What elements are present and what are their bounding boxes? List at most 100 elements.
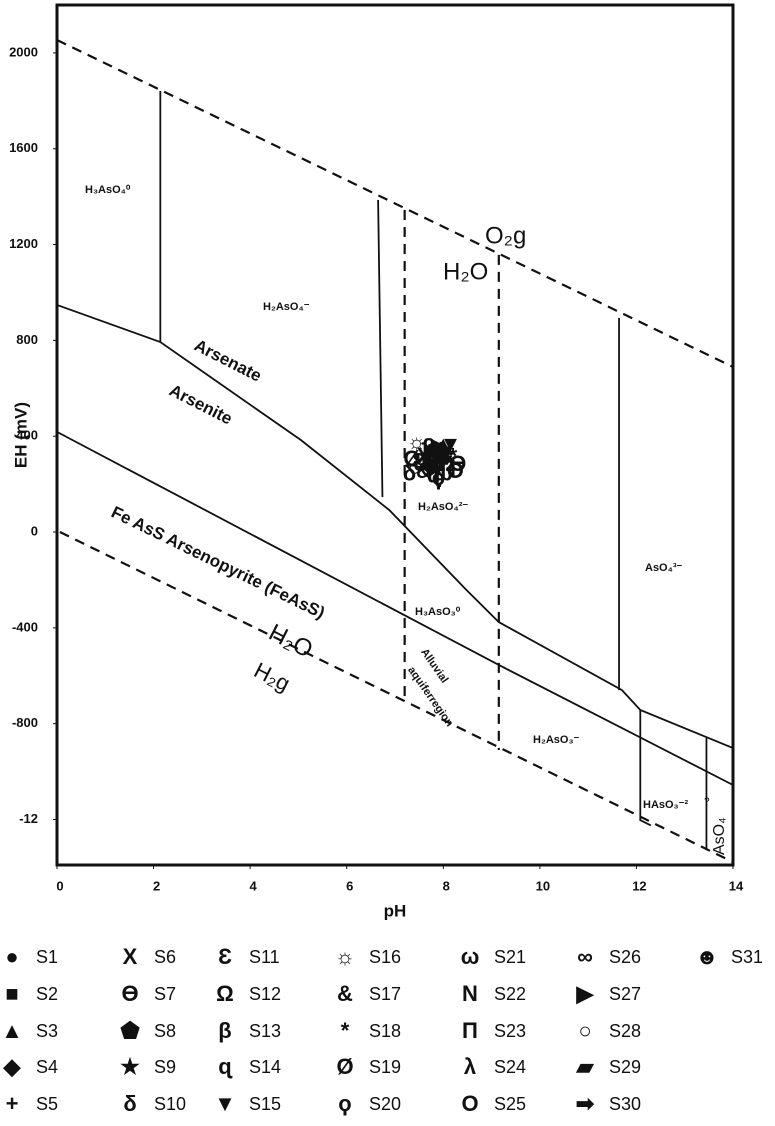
legend-symbol: ☼ [335, 944, 355, 969]
legend-symbol: ϴ [121, 981, 138, 1006]
legend-symbol: & [337, 981, 353, 1006]
legend-symbol: X [123, 944, 138, 969]
y-tick-label: 0 [31, 523, 38, 538]
region-label: H₃AsO₃⁰ [415, 606, 461, 618]
region-label: O₂g [485, 222, 526, 249]
legend-label: S20 [369, 1094, 401, 1114]
data-point: ∞ [414, 453, 430, 478]
legend-label: S26 [609, 947, 641, 967]
data-point: Π [440, 456, 456, 481]
legend-symbol: N [462, 981, 478, 1006]
legend-label: S27 [609, 984, 641, 1004]
y-tick-label: -12 [19, 811, 38, 826]
data-point: ◆ [419, 451, 438, 476]
legend-symbol: Π [462, 1018, 478, 1043]
region-label: H₂AsO₄²⁻ [418, 501, 468, 513]
legend-symbol: λ [464, 1054, 476, 1079]
legend-symbol: O [461, 1091, 478, 1116]
data-point: ɋ [427, 463, 442, 488]
boundary-line [56, 431, 734, 786]
legend-label: S17 [369, 984, 401, 1004]
x-tick-label: 10 [536, 878, 550, 893]
region-label: AsO₄ [711, 817, 728, 855]
legend-symbol: + [6, 1091, 19, 1116]
x-tick-label: 8 [443, 878, 450, 893]
legend-symbol: ● [5, 944, 18, 969]
data-point: ⬟ [430, 439, 451, 464]
region-label: ? [704, 797, 710, 808]
legend-label: S15 [249, 1094, 281, 1114]
region-label: AsO₄³⁻ [645, 562, 683, 574]
x-tick-label: 0 [56, 878, 63, 893]
legend-symbol: ▲ [1, 1018, 23, 1043]
legend-label: S28 [609, 1021, 641, 1041]
x-tick-label: 4 [250, 878, 258, 893]
region-label: H₂AsO₄⁻ [263, 301, 310, 313]
x-tick-label: 6 [346, 878, 353, 893]
y-tick-label: 1200 [9, 236, 38, 251]
data-point: ▰ [434, 446, 453, 471]
data-point: ■ [427, 436, 440, 461]
data-point: δ [403, 460, 416, 485]
legend-symbol: Ø [336, 1054, 353, 1079]
region-label: H₂O [443, 258, 488, 285]
legend-symbol: Ω [216, 981, 234, 1006]
legend-symbol: ➡ [576, 1091, 595, 1116]
legend-label: S29 [609, 1057, 641, 1077]
region-label: H₂O [264, 619, 317, 664]
data-point: ▶ [431, 434, 450, 459]
plot-frame [55, 3, 735, 867]
legend-label: S3 [36, 1021, 58, 1041]
x-tick-label: 2 [153, 878, 160, 893]
data-point: ☼ [407, 429, 427, 454]
legend-symbol: ∞ [577, 944, 593, 969]
boundary-line [59, 531, 734, 864]
data-point: Ω [437, 451, 455, 476]
legend-symbol: ■ [5, 981, 18, 1006]
legend-symbol: ★ [120, 1054, 140, 1079]
data-point: ϴ [449, 451, 466, 476]
data-point: Ɛ [412, 448, 426, 473]
legend-label: S6 [154, 947, 176, 967]
legend-label: S7 [154, 984, 176, 1004]
legend-symbol: ⬟ [119, 1018, 140, 1043]
legend-label: S13 [249, 1021, 281, 1041]
legend-symbol: ϙ [338, 1091, 351, 1116]
legend-label: S25 [494, 1094, 526, 1114]
y-tick-label: 1600 [9, 140, 38, 155]
boundary-line [56, 38, 734, 368]
data-point: ● [432, 446, 445, 471]
data-point: ★ [426, 456, 446, 481]
legend-label: S2 [36, 984, 58, 1004]
data-point: + [442, 441, 455, 466]
legend-label: S8 [154, 1021, 176, 1041]
data-point: ➡ [427, 448, 446, 473]
legend-symbol: δ [123, 1091, 136, 1116]
legend-label: S14 [249, 1057, 281, 1077]
legend-label: S22 [494, 984, 526, 1004]
legend-symbol: ω [461, 944, 480, 969]
legend-label: S30 [609, 1094, 641, 1114]
legend-label: S19 [369, 1057, 401, 1077]
legend-label: S23 [494, 1021, 526, 1041]
boundary-line [377, 199, 384, 498]
boundary-line [639, 710, 652, 827]
legend-label: S9 [154, 1057, 176, 1077]
data-point: ○ [408, 456, 421, 481]
x-tick-label: 12 [632, 878, 646, 893]
legend-symbol: ○ [578, 1018, 591, 1043]
region-label: H₂g [250, 657, 294, 696]
legend-label: S16 [369, 947, 401, 967]
y-tick-label: -400 [12, 619, 38, 634]
data-point: * [449, 444, 458, 469]
legend-symbol: ◆ [3, 1054, 22, 1079]
legend-label: S10 [154, 1094, 186, 1114]
x-tick-label: 14 [729, 878, 744, 893]
region-label: H₃AsO₄⁰ [85, 184, 131, 196]
region-label: Arsenate [191, 336, 264, 386]
x-axis-label: pH [384, 901, 407, 920]
legend-label: S4 [36, 1057, 58, 1077]
legend-label: S31 [731, 947, 763, 967]
legend-symbol: β [218, 1018, 231, 1043]
